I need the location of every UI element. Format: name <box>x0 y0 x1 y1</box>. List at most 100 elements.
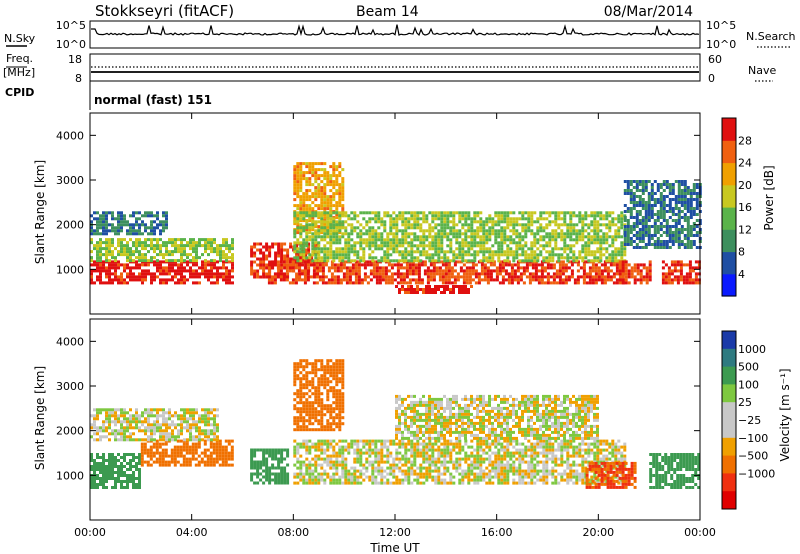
freq-label: Freq. <box>6 52 33 65</box>
freq-tick-bottom: 8 <box>75 72 82 85</box>
vel-cbar-tick-4: −25 <box>738 414 761 427</box>
vel-cbar-swatch-0 <box>722 331 736 350</box>
velocity-ylabel: Slant Range [km] <box>33 366 47 470</box>
vel-cbar-tick-2: 100 <box>738 378 759 391</box>
velocity-region-2 <box>90 408 219 442</box>
velocity-region-0 <box>90 453 141 489</box>
power-ticks-label-0: 1000 <box>56 263 84 276</box>
nave-label: Nave <box>748 64 776 77</box>
vel-cbar-swatch-2 <box>722 366 736 385</box>
time-tick-5: 20:00 <box>582 526 614 539</box>
cpid-label: CPID <box>5 86 34 99</box>
freq-tick-top: 18 <box>68 53 82 66</box>
power-region-8 <box>618 260 652 285</box>
velocity-region-6 <box>395 394 599 440</box>
nave-tick-top: 60 <box>708 53 722 66</box>
vel-ticks-label-1: 2000 <box>56 425 84 438</box>
power-cbar-swatch-7 <box>722 118 736 141</box>
power-colorbar: 4 8 12 16 20 24 28 <box>721 117 752 297</box>
vel-cbar-tick-7: −1000 <box>738 467 775 480</box>
power-ticks-label-2: 3000 <box>56 174 84 187</box>
vel-cbar-tick-5: −100 <box>738 432 768 445</box>
freq-unit-label: [MHz] <box>3 66 35 79</box>
date-label: 08/Mar/2014 <box>604 4 693 20</box>
velocity-heatmap <box>90 359 701 489</box>
vel-ticks-label-3: 4000 <box>56 335 84 348</box>
power-region-9 <box>661 260 701 285</box>
power-ylabel: Slant Range [km] <box>33 160 47 264</box>
cpid-value: normal (fast) 151 <box>94 93 212 107</box>
nave-tick-bottom: 0 <box>708 72 715 85</box>
power-region-0 <box>90 260 234 285</box>
power-region-7 <box>395 285 473 294</box>
power-cbar-swatch-2 <box>722 229 736 253</box>
vel-cbar-swatch-1 <box>722 348 736 368</box>
nsearch-tick-top: 10^5 <box>706 19 736 32</box>
power-cbar-swatch-1 <box>722 251 736 275</box>
power-region-6 <box>293 211 627 263</box>
power-cbar-swatch-0 <box>722 273 736 297</box>
vel-ticks-label-2: 3000 <box>56 380 84 393</box>
nsearch-tick-bottom: 10^0 <box>706 38 736 51</box>
vel-cbar-tick-3: 25 <box>738 396 752 409</box>
time-tick-2: 08:00 <box>277 526 309 539</box>
power-region-10 <box>623 180 702 249</box>
nsearch-label: N.Search <box>746 30 796 43</box>
time-tick-0: 00:00 <box>74 526 106 539</box>
velocity-region-3 <box>250 448 290 485</box>
power-cbar-swatch-4 <box>722 184 736 208</box>
power-cbar-tick-5: 24 <box>738 157 752 170</box>
vel-cbar-swatch-3 <box>722 384 736 403</box>
vel-cbar-swatch-8 <box>722 473 736 492</box>
vel-cbar-swatch-9 <box>722 491 736 510</box>
nsky-panel: N.Sky 10^5 10^0 10^5 10^0 N.Search <box>4 19 796 51</box>
power-cbar-tick-2: 12 <box>738 223 752 236</box>
time-tick-6: 00:00 <box>684 526 716 539</box>
vel-ticks-label-0: 1000 <box>56 469 84 482</box>
vel-cbar-swatch-6 <box>722 437 736 457</box>
power-colorbar-label: Power [dB] <box>762 165 776 230</box>
vel-cbar-tick-6: −500 <box>738 450 768 463</box>
power-panel: 1000 2000 3000 4000 Slant Range [km] 4 8 12 16… <box>33 112 776 315</box>
power-ticks-label-3: 4000 <box>56 129 84 142</box>
power-region-1 <box>90 238 234 263</box>
velocity-panel: 1000 2000 3000 4000 Slant Range [km] 1000 50… <box>33 318 792 521</box>
time-axis-title: Time UT <box>369 541 420 554</box>
velocity-region-1 <box>140 439 234 467</box>
nsky-tick-top: 10^5 <box>56 19 86 32</box>
velocity-region-4 <box>293 359 345 432</box>
vel-cbar-swatch-5 <box>722 420 736 439</box>
time-tick-3: 12:00 <box>379 526 411 539</box>
station-title: Stokkseyri (fitACF) <box>95 2 234 20</box>
power-region-2 <box>90 211 168 236</box>
power-cbar-swatch-3 <box>722 207 736 230</box>
power-cbar-tick-1: 8 <box>738 246 745 259</box>
power-cbar-tick-6: 28 <box>738 134 752 147</box>
time-tick-4: 16:00 <box>481 526 513 539</box>
nsky-label: N.Sky <box>4 32 36 45</box>
power-heatmap <box>90 162 702 294</box>
velocity-region-5 <box>293 439 627 485</box>
power-cbar-swatch-5 <box>722 162 736 186</box>
nsky-series-line <box>91 24 700 37</box>
freq-panel: Freq. [MHz] 18 8 60 0 Nave CPID normal (… <box>3 52 776 110</box>
power-cbar-tick-4: 20 <box>738 179 752 192</box>
power-cbar-tick-3: 16 <box>738 201 752 214</box>
power-ticks-label-1: 2000 <box>56 219 84 232</box>
time-tick-1: 04:00 <box>176 526 208 539</box>
vel-cbar-tick-0: 1000 <box>738 343 766 356</box>
velocity-colorbar-label: Velocity [m s⁻¹] <box>778 368 792 461</box>
velocity-region-8 <box>649 453 701 489</box>
velocity-colorbar: 1000 500 100 25 −25 −100 −500 −1000 <box>721 330 775 510</box>
vel-cbar-tick-1: 500 <box>738 361 759 374</box>
power-cbar-swatch-6 <box>722 140 736 164</box>
beam-label: Beam 14 <box>356 4 419 20</box>
vel-cbar-swatch-7 <box>722 455 736 474</box>
nsky-tick-bottom: 10^0 <box>56 38 86 51</box>
velocity-region-7 <box>585 461 637 489</box>
power-cbar-tick-0: 4 <box>738 268 745 281</box>
power-region-5 <box>267 260 625 285</box>
time-axis: 00:00 04:00 08:00 12:00 16:00 20:00 00:00 <box>74 113 716 539</box>
vel-cbar-swatch-4 <box>722 402 736 421</box>
